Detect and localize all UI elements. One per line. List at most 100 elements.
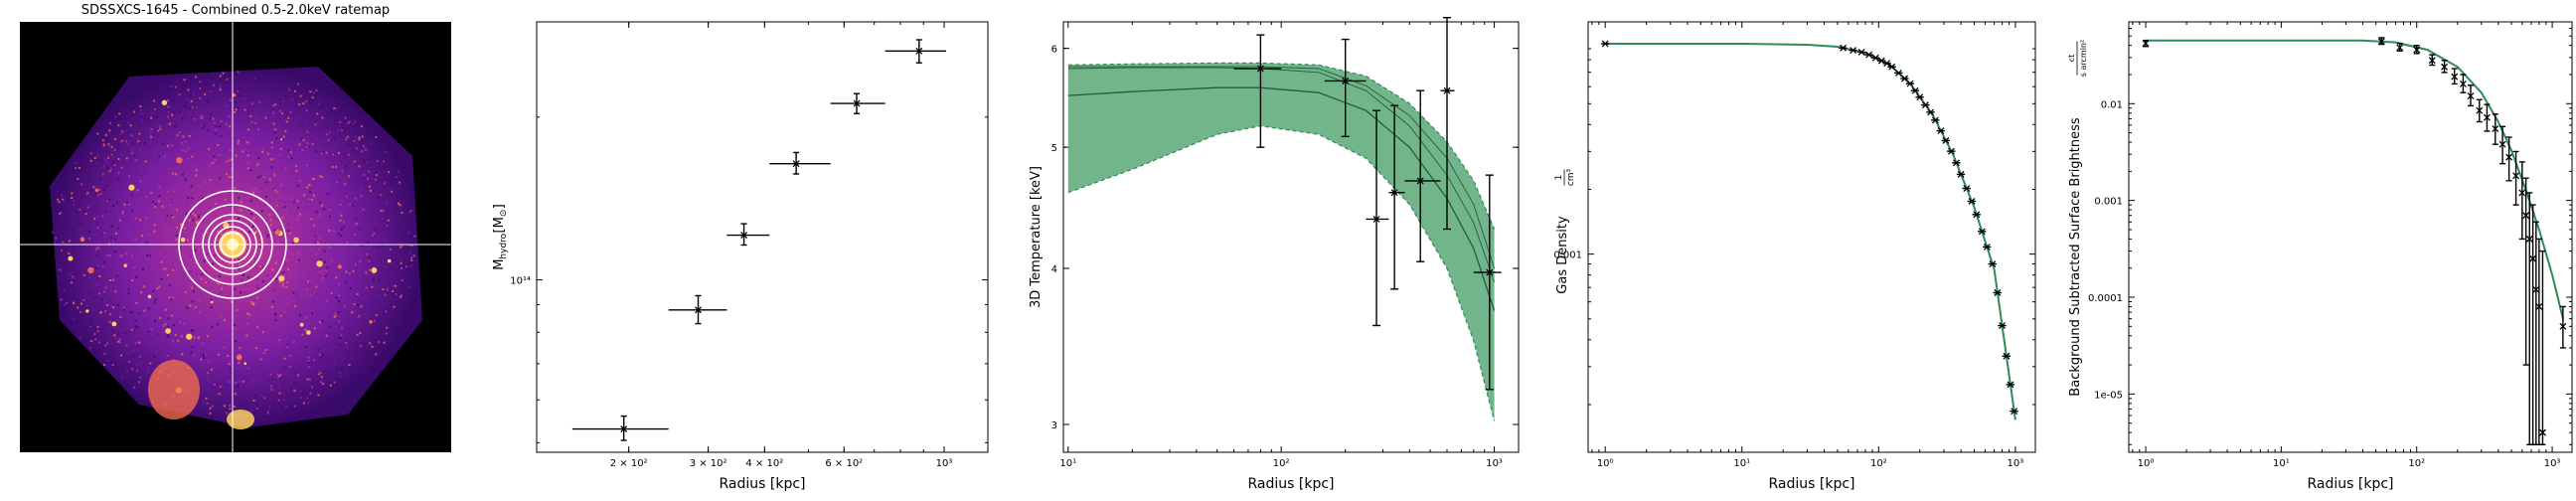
data-point bbox=[1600, 40, 1610, 48]
data-point bbox=[2441, 60, 2449, 74]
x-tick-label: 4 × 10² bbox=[745, 458, 783, 469]
data-point bbox=[2518, 161, 2526, 241]
data-point bbox=[2467, 84, 2475, 107]
x-tick-label: 10² bbox=[1870, 458, 1887, 469]
data-point bbox=[1931, 116, 1940, 124]
data-point bbox=[830, 92, 886, 114]
data-marker bbox=[792, 160, 800, 168]
data-marker bbox=[1840, 44, 1848, 52]
data-point bbox=[1404, 89, 1441, 262]
data-point bbox=[2142, 39, 2150, 48]
y-tick-label: 0.0001 bbox=[2088, 293, 2123, 304]
y-tick-label: 10¹⁴ bbox=[510, 276, 531, 287]
data-point bbox=[1388, 104, 1405, 290]
data-point bbox=[1856, 48, 1866, 56]
data-marker bbox=[1937, 127, 1945, 135]
data-point bbox=[1233, 34, 1282, 148]
data-point bbox=[1894, 69, 1903, 77]
y-axis-label-part: hydro bbox=[499, 233, 509, 258]
data-marker bbox=[2476, 106, 2484, 114]
x-axis-label: Radius [kpc] bbox=[719, 476, 805, 492]
data-point bbox=[2512, 150, 2520, 206]
data-marker bbox=[1999, 322, 2007, 330]
ratemap-noise bbox=[51, 71, 416, 418]
data-point bbox=[2010, 408, 2018, 416]
data-marker bbox=[2492, 125, 2499, 133]
data-marker bbox=[2459, 80, 2467, 87]
plot-frame bbox=[536, 21, 989, 453]
ratemap-image bbox=[20, 22, 451, 452]
gas-density-chart: 10⁰ 10¹ 10² 10³ 0.001 Radius [kpc] Gas Density… bbox=[1553, 21, 2036, 492]
data-marker bbox=[1486, 268, 1494, 276]
data-marker bbox=[2532, 285, 2540, 293]
x-tick-label: 3 × 10² bbox=[690, 458, 727, 469]
data-point bbox=[1967, 198, 1977, 205]
data-marker bbox=[1894, 69, 1902, 77]
x-tick-label: 10³ bbox=[936, 458, 953, 469]
data-point bbox=[1324, 38, 1367, 138]
data-point bbox=[1993, 289, 2002, 296]
x-axis-label: Radius [kpc] bbox=[1247, 476, 1334, 492]
data-marker bbox=[853, 99, 861, 107]
brightness-model-line bbox=[2146, 39, 2564, 319]
data-point bbox=[668, 294, 727, 325]
data-marker bbox=[2538, 428, 2546, 436]
y-axis-label-part: [M bbox=[492, 217, 507, 233]
x-tick-label: 10⁰ bbox=[2138, 458, 2155, 469]
temperature-model-band bbox=[1067, 63, 1495, 421]
x-tick-label: 10⁰ bbox=[1597, 458, 1614, 469]
band-lower-edge bbox=[1067, 125, 1496, 421]
data-point bbox=[1977, 228, 1987, 236]
data-marker bbox=[2142, 40, 2150, 48]
data-marker bbox=[1927, 108, 1935, 116]
data-marker bbox=[2011, 408, 2018, 416]
data-point bbox=[1962, 185, 1971, 193]
data-marker bbox=[1911, 86, 1919, 94]
data-marker bbox=[2518, 189, 2526, 197]
y-axis-unit-numerator: ct bbox=[2067, 55, 2076, 63]
data-point bbox=[1998, 322, 2007, 330]
data-marker bbox=[1957, 170, 1965, 178]
data-point bbox=[1926, 108, 1935, 116]
data-marker bbox=[1416, 177, 1424, 185]
x-tick-label: 10³ bbox=[2544, 458, 2561, 469]
data-point bbox=[769, 151, 831, 175]
y-axis-label: Mhydro [M⊙ ] bbox=[492, 204, 509, 270]
annulus-circle bbox=[202, 214, 263, 275]
data-point bbox=[2532, 221, 2540, 445]
data-point bbox=[2483, 103, 2491, 132]
x-tick-label: 10³ bbox=[2008, 458, 2024, 469]
data-point bbox=[1864, 51, 1873, 59]
annulus-circle bbox=[178, 190, 287, 299]
y-axis-unit-denominator: s arcmin² bbox=[2079, 40, 2088, 77]
data-point bbox=[2538, 250, 2546, 445]
y-tick-label: 5 bbox=[1051, 143, 1057, 154]
data-point bbox=[2377, 37, 2385, 46]
data-marker bbox=[1931, 116, 1939, 124]
data-point bbox=[2529, 204, 2537, 445]
data-point bbox=[2505, 136, 2513, 182]
density-model-line bbox=[1605, 43, 2016, 420]
data-marker bbox=[915, 47, 923, 55]
data-point bbox=[1983, 243, 1992, 250]
annulus-circle bbox=[192, 204, 273, 285]
data-marker bbox=[1953, 159, 1960, 167]
data-point bbox=[1839, 44, 1848, 52]
data-marker bbox=[1372, 215, 1380, 223]
x-axis-label: Radius [kpc] bbox=[1768, 476, 1854, 492]
x-tick-label: 10² bbox=[1273, 458, 1290, 469]
y-axis-label-part: ⊙ bbox=[499, 210, 509, 218]
y-axis-label-part: M bbox=[492, 259, 507, 270]
data-marker bbox=[1865, 51, 1873, 59]
data-marker bbox=[1901, 75, 1908, 83]
y-axis-label-part: ] bbox=[492, 204, 507, 209]
band-upper-edge bbox=[1067, 62, 1496, 230]
plot-frame bbox=[1587, 21, 2036, 453]
data-point bbox=[1440, 16, 1455, 231]
data-point bbox=[2522, 177, 2530, 366]
data-marker bbox=[1390, 189, 1398, 197]
ratemap-svg bbox=[20, 22, 451, 452]
data-marker bbox=[2483, 113, 2491, 121]
y-tick-label: 0.01 bbox=[2101, 99, 2123, 110]
